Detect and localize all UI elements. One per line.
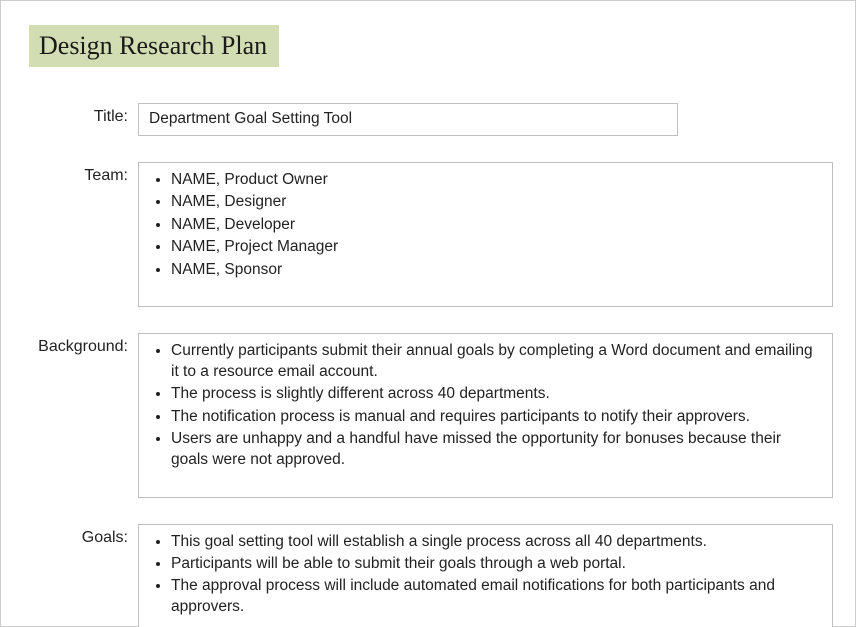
label-title: Title: bbox=[23, 103, 138, 126]
row-background: Background: Currently participants submi… bbox=[23, 333, 833, 498]
row-goals: Goals: This goal setting tool will estab… bbox=[23, 524, 833, 627]
value-title: Department Goal Setting Tool bbox=[138, 103, 678, 136]
value-team: NAME, Product Owner NAME, Designer NAME,… bbox=[138, 162, 833, 307]
list-item: NAME, Developer bbox=[171, 215, 822, 236]
row-team: Team: NAME, Product Owner NAME, Designer… bbox=[23, 162, 833, 307]
form-rows: Title: Department Goal Setting Tool Team… bbox=[23, 103, 833, 627]
list-item: NAME, Product Owner bbox=[171, 170, 822, 191]
list-item: Users are unhappy and a handful have mis… bbox=[171, 429, 822, 471]
list-item: Participants will be able to submit thei… bbox=[171, 554, 822, 575]
value-background: Currently participants submit their annu… bbox=[138, 333, 833, 498]
document-heading: Design Research Plan bbox=[29, 25, 279, 67]
background-list: Currently participants submit their annu… bbox=[149, 341, 822, 471]
row-title: Title: Department Goal Setting Tool bbox=[23, 103, 833, 136]
label-goals: Goals: bbox=[23, 524, 138, 547]
list-item: The approval process will include automa… bbox=[171, 576, 822, 618]
value-goals: This goal setting tool will establish a … bbox=[138, 524, 833, 627]
list-item: The process is slightly different across… bbox=[171, 384, 822, 405]
list-item: Currently participants submit their annu… bbox=[171, 341, 822, 383]
list-item: The notification process is manual and r… bbox=[171, 407, 822, 428]
list-item: NAME, Project Manager bbox=[171, 237, 822, 258]
list-item: NAME, Sponsor bbox=[171, 260, 822, 281]
list-item: This goal setting tool will establish a … bbox=[171, 532, 822, 553]
goals-list: This goal setting tool will establish a … bbox=[149, 532, 822, 619]
team-list: NAME, Product Owner NAME, Designer NAME,… bbox=[149, 170, 822, 281]
document-page: Design Research Plan Title: Department G… bbox=[0, 0, 856, 627]
label-team: Team: bbox=[23, 162, 138, 185]
label-background: Background: bbox=[23, 333, 138, 356]
list-item: NAME, Designer bbox=[171, 192, 822, 213]
